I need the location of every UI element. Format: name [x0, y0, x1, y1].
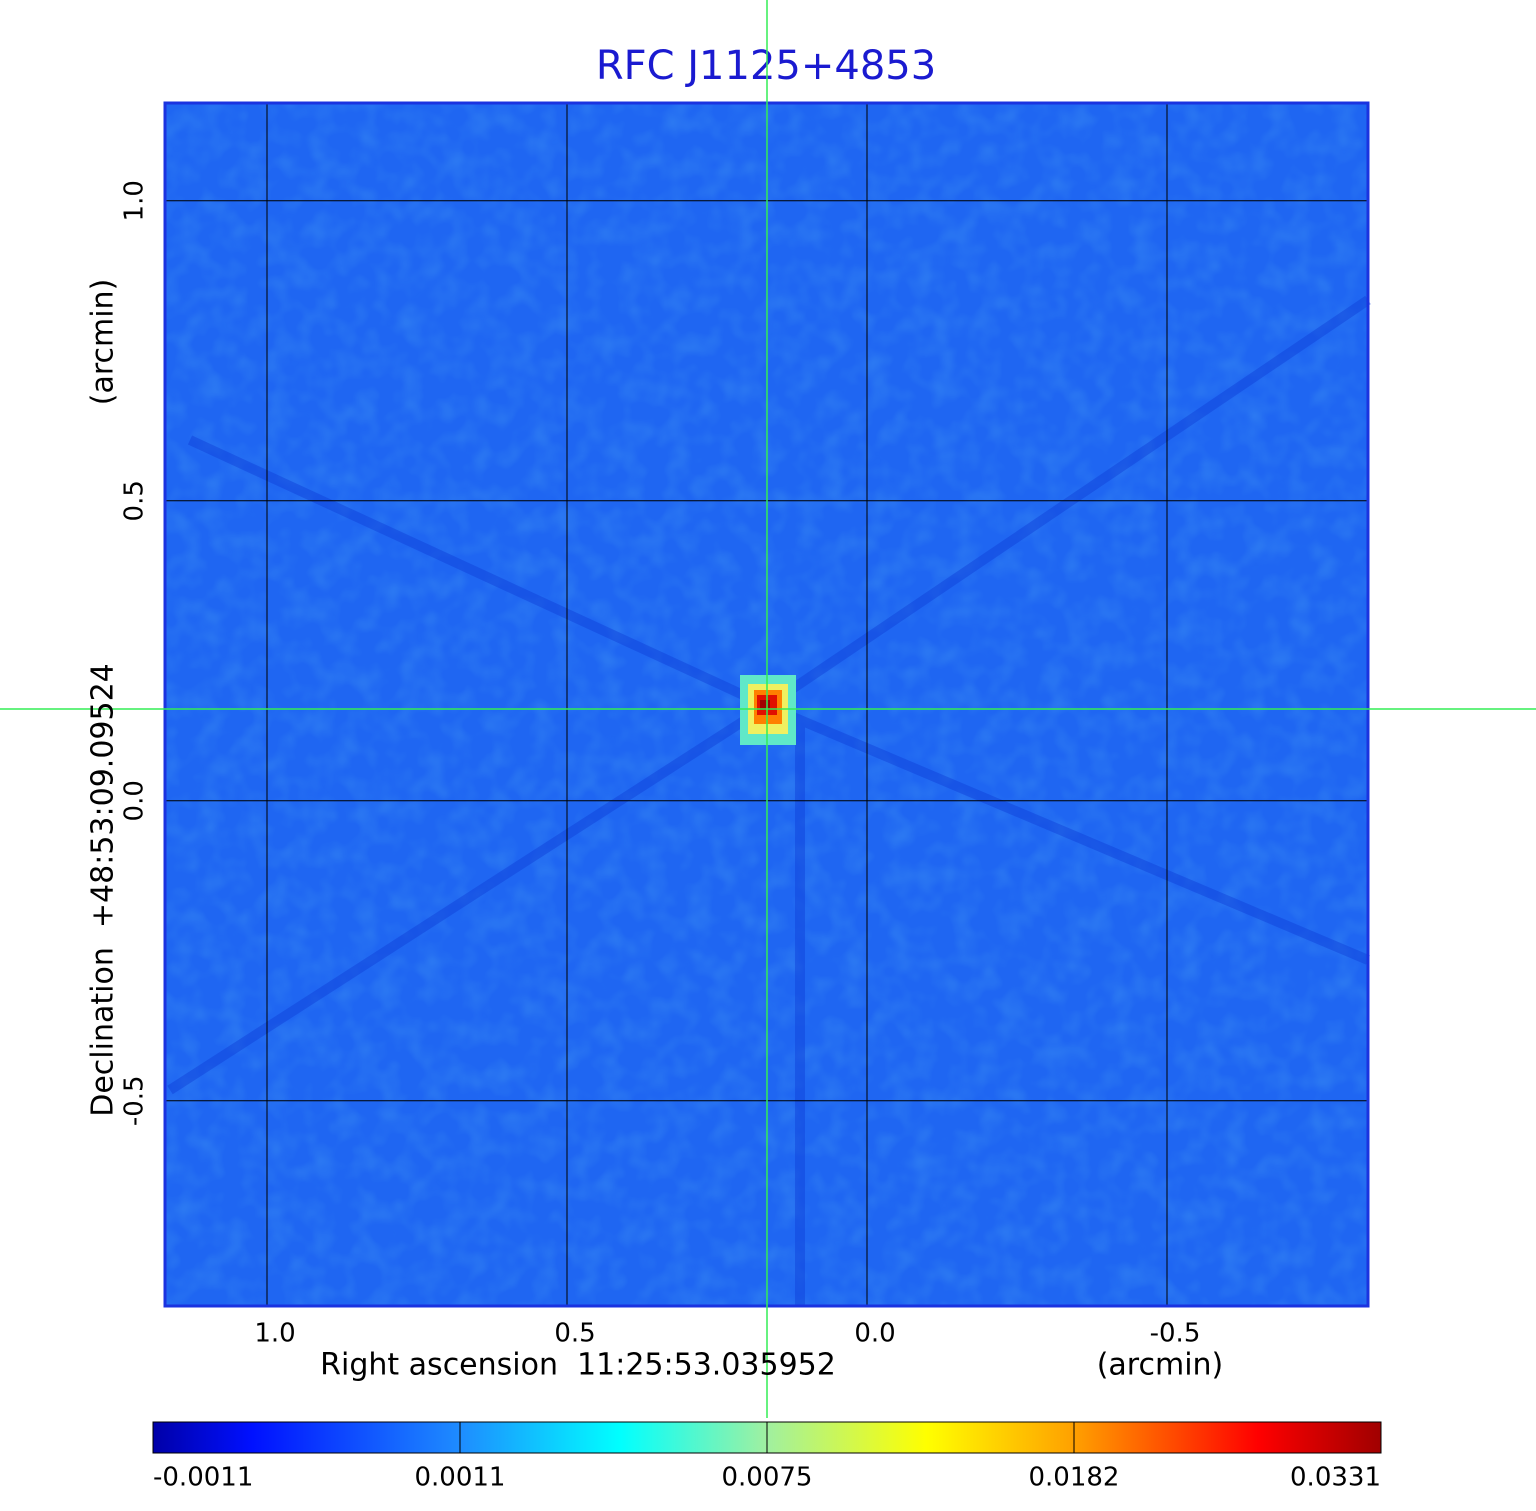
chart-title: RFC J1125+4853: [596, 43, 936, 89]
y-tick-label: 0.0: [120, 780, 150, 821]
colorbar-tick-label: 0.0331: [1290, 1463, 1381, 1493]
y-tick-label: 1.0: [120, 180, 150, 221]
source: [740, 675, 796, 745]
y-axis-unit: (arcmin): [86, 279, 121, 406]
colorbar-tick-label: 0.0075: [722, 1463, 813, 1493]
x-tick-label: 1.0: [254, 1319, 295, 1349]
colorbar-tick-label: 0.0011: [415, 1463, 506, 1493]
x-tick-label: 0.0: [854, 1319, 895, 1349]
colorbar-tick-label: -0.0011: [153, 1463, 253, 1493]
colorbar-tick-label: 0.0182: [1029, 1463, 1120, 1493]
y-tick-label: -0.5: [120, 1075, 150, 1126]
x-axis-unit: (arcmin): [1097, 1348, 1224, 1383]
y-tick-label: 0.5: [120, 480, 150, 521]
y-axis-label: Declination +48:53:09.09524: [86, 663, 121, 1117]
x-tick-label: -0.5: [1150, 1319, 1201, 1349]
x-axis-label: Right ascension 11:25:53.035952: [320, 1348, 836, 1383]
x-tick-label: 0.5: [554, 1319, 595, 1349]
